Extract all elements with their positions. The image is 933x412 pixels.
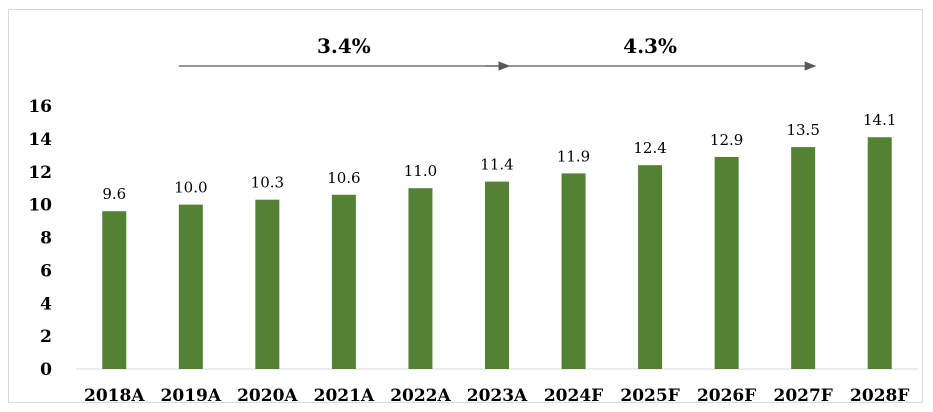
x-tick-label: 2021A [314,386,375,406]
y-tick-label: 2 [40,327,52,347]
cagr-annotations: 3.4% 4.3% [179,34,815,66]
y-tick-label: 16 [28,97,52,117]
data-label: 13.5 [786,121,819,139]
data-label: 12.4 [633,139,666,157]
x-tick-label: 2024F [544,386,603,406]
data-label: 12.9 [710,131,743,149]
y-tick-label: 14 [28,130,52,150]
x-tick-label: 2019A [161,386,222,406]
bar [638,165,662,369]
data-label: 11.4 [480,156,513,174]
bar [102,211,126,369]
x-tick-label: 2023A [467,386,528,406]
y-axis: 0 2 4 6 8 10 12 14 16 [28,97,52,380]
x-tick-label: 2027F [773,386,832,406]
x-axis: 2018A 2019A 2020A 2021A 2022A 2023A 2024F 2025F… [76,369,918,406]
data-label: 11.9 [557,147,590,165]
bar [332,195,356,369]
x-tick-label: 2018A [84,386,145,406]
data-label: 10.3 [251,174,284,192]
x-tick-label: 2026F [697,386,756,406]
y-tick-label: 10 [28,196,52,216]
x-tick-label: 2028F [850,386,909,406]
bar [485,182,509,369]
bar [562,173,586,369]
x-tick-label: 2020A [237,386,298,406]
y-tick-label: 8 [40,229,52,249]
y-tick-label: 6 [40,261,52,281]
cagr-label: 4.3% [623,34,677,58]
bar [255,200,279,369]
bar [715,157,739,369]
data-label: 10.6 [327,169,360,187]
x-tick-label: 2025F [620,386,679,406]
data-label: 11.0 [404,162,437,180]
data-label: 14.1 [863,111,896,129]
bar [868,137,892,369]
y-tick-label: 12 [28,163,52,183]
cagr-label: 3.4% [317,34,371,58]
data-label: 10.0 [174,179,207,197]
y-tick-label: 4 [40,294,52,314]
bar [408,188,432,369]
x-tick-label: 2022A [390,386,451,406]
bar [791,147,815,369]
data-label: 9.6 [102,185,126,203]
y-tick-label: 0 [40,360,52,380]
bar [179,205,203,369]
